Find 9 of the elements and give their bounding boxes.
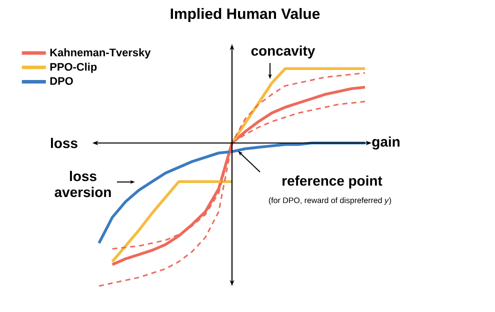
text: loss bbox=[51, 138, 78, 148]
legend-label: Kahneman-Tversky bbox=[50, 48, 151, 58]
annotation: loss aversion bbox=[54, 170, 111, 198]
text: gain bbox=[372, 136, 400, 150]
chart-title: Implied Human Value bbox=[170, 8, 320, 22]
annotation: reference point bbox=[282, 176, 382, 188]
legend-label: PPO-Clip bbox=[50, 62, 97, 73]
text: concavity bbox=[251, 45, 316, 58]
legend-label: DPO bbox=[50, 77, 73, 85]
